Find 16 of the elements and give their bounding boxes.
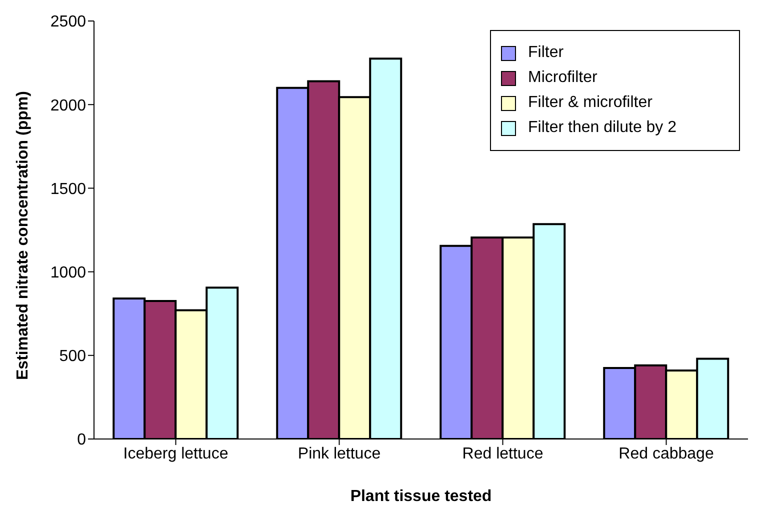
- y-tick-label: 0: [77, 432, 86, 449]
- y-tick-label: 1500: [50, 180, 86, 198]
- x-tick-label: Red lettuce: [462, 445, 544, 462]
- y-axis-title: Estimated nitrate concentration (ppm): [14, 91, 32, 380]
- y-tick-label: 1000: [50, 264, 86, 282]
- x-tick-label: Red cabbage: [618, 445, 714, 462]
- x-axis-title: Plant tissue tested: [350, 488, 492, 505]
- y-tick-label: 2500: [50, 14, 86, 31]
- legend-label: Filter: [528, 44, 564, 62]
- x-tick-label: Pink lettuce: [298, 445, 381, 462]
- x-tick-label: Iceberg lettuce: [123, 445, 228, 462]
- legend-label: Filter then dilute by 2: [528, 119, 677, 137]
- y-tick-label: 500: [59, 348, 86, 366]
- legend-label: Microfilter: [528, 69, 598, 87]
- y-tick-label: 2000: [50, 97, 86, 114]
- legend-label: Filter & microfilter: [528, 94, 652, 112]
